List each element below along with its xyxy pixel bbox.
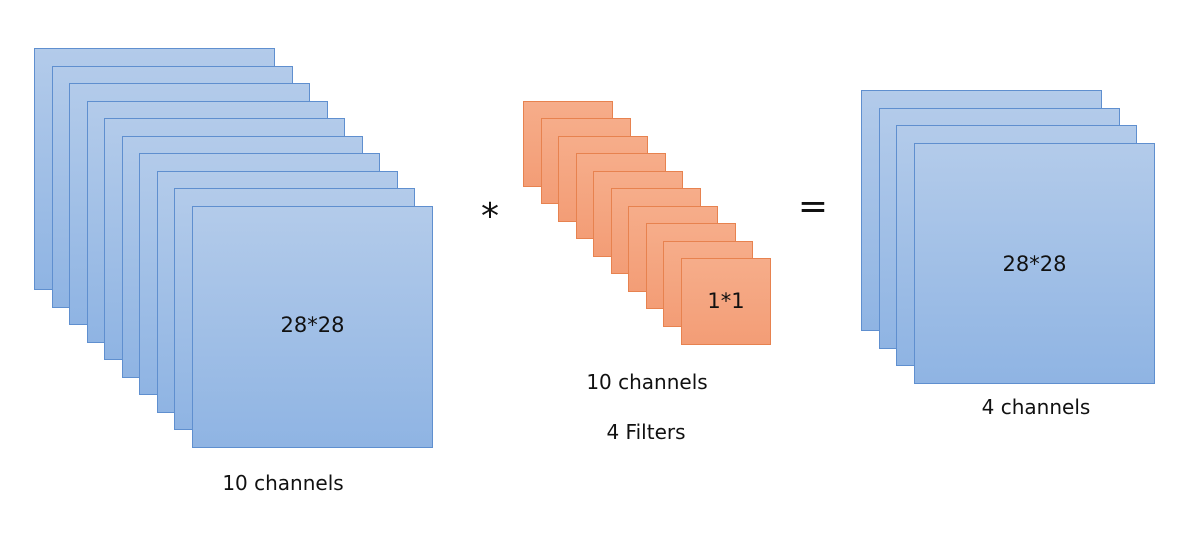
equals-operator: = [797, 186, 829, 227]
input-front-sheet: 28*28 [192, 206, 433, 448]
filter-count-caption: 4 Filters [606, 420, 686, 444]
filter-size-label: 1*1 [707, 289, 745, 313]
output-front-sheet: 28*28 [914, 143, 1155, 384]
output-size-label: 28*28 [1002, 252, 1067, 276]
multiply-operator: * [481, 196, 499, 237]
output-channels-caption: 4 channels [981, 395, 1091, 419]
input-size-label: 28*28 [280, 313, 345, 337]
filter-front-sheet: 1*1 [681, 258, 771, 345]
filter-channels-caption: 10 channels [586, 370, 708, 394]
input-channels-caption: 10 channels [222, 471, 344, 495]
